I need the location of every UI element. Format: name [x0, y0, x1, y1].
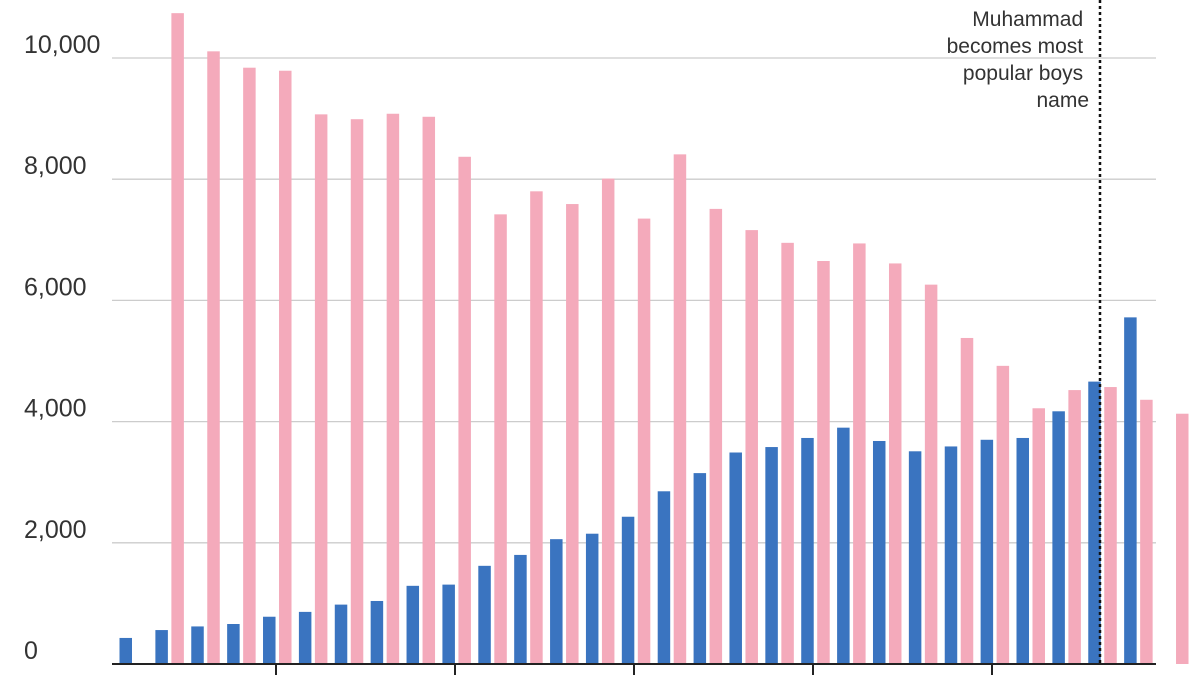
bar-blue [837, 427, 850, 664]
bar-pink [817, 261, 830, 664]
y-tick-label: 2,000 [24, 516, 87, 544]
annotation-line: becomes most [947, 35, 1084, 58]
bar-blue [1088, 381, 1101, 664]
bar-pink [530, 191, 543, 664]
bar-pink [996, 365, 1010, 664]
bar-pink [1176, 413, 1189, 664]
bar-pink [781, 242, 794, 664]
bar-pink [673, 154, 687, 664]
bar-pink [1032, 408, 1045, 664]
bar-blue [155, 630, 168, 664]
bar-blue [693, 473, 707, 664]
bar-pink [422, 116, 436, 665]
y-tick-label: 8,000 [24, 152, 87, 180]
bar-pink [709, 208, 723, 665]
bar-blue [657, 491, 671, 664]
bar-blue [1124, 317, 1137, 664]
bar-blue [1052, 411, 1065, 664]
bar-blue [442, 584, 455, 664]
bar-pink [1104, 387, 1117, 664]
bar-pink [279, 70, 292, 664]
bar-blue [334, 604, 348, 664]
bar-pink [1068, 390, 1081, 664]
y-tick-label: 4,000 [24, 395, 87, 423]
annotation-line: Muhammad [972, 8, 1083, 31]
bar-pink [1140, 399, 1153, 664]
bar-pink [207, 51, 220, 665]
bar-blue [621, 516, 635, 664]
y-tick-label: 10,000 [24, 31, 100, 59]
bars [119, 13, 1189, 665]
y-tick-label: 0 [24, 637, 38, 665]
bar-blue [263, 616, 276, 664]
bar-pink [314, 114, 328, 664]
bar-pink [601, 178, 615, 664]
bar-pink [637, 218, 651, 664]
bar-pink [745, 230, 758, 664]
y-tick-label: 6,000 [24, 273, 87, 301]
bar-blue [980, 439, 994, 664]
bar-blue [944, 446, 958, 664]
bar-blue [585, 533, 599, 664]
annotation-line: popular boys [963, 62, 1083, 85]
bar-blue [765, 447, 778, 664]
bar-pink [386, 113, 400, 664]
bar-blue [872, 440, 886, 664]
bar-blue [227, 624, 240, 664]
bar-pink [888, 263, 902, 664]
bar-pink [494, 214, 507, 664]
bar-blue [908, 451, 922, 664]
bar-blue [478, 565, 491, 664]
bar-pink [853, 243, 866, 664]
x-axis-ticks [275, 664, 993, 675]
bar-pink [243, 67, 256, 665]
bar-pink [924, 284, 938, 664]
bar-pink [960, 337, 974, 664]
bar-blue [370, 600, 384, 664]
bar-blue [298, 611, 312, 664]
bar-blue [191, 626, 204, 664]
bar-blue [119, 637, 132, 664]
y-axis-tick-labels: 0 2,000 4,000 6,000 8,000 10,000 [24, 31, 100, 665]
annotation-text: Muhammad becomes most popular boys name [947, 8, 1089, 112]
bar-pink [171, 13, 184, 664]
bar-blue [801, 437, 814, 664]
bar-pink [350, 119, 364, 665]
bar-blue [729, 452, 742, 664]
bar-blue [1016, 437, 1029, 664]
annotation-line: name [1036, 89, 1089, 112]
bar-blue [514, 554, 527, 664]
bar-pink [566, 204, 579, 664]
bar-blue [406, 585, 420, 664]
bar-pink [458, 156, 471, 664]
bar-blue [550, 539, 563, 664]
